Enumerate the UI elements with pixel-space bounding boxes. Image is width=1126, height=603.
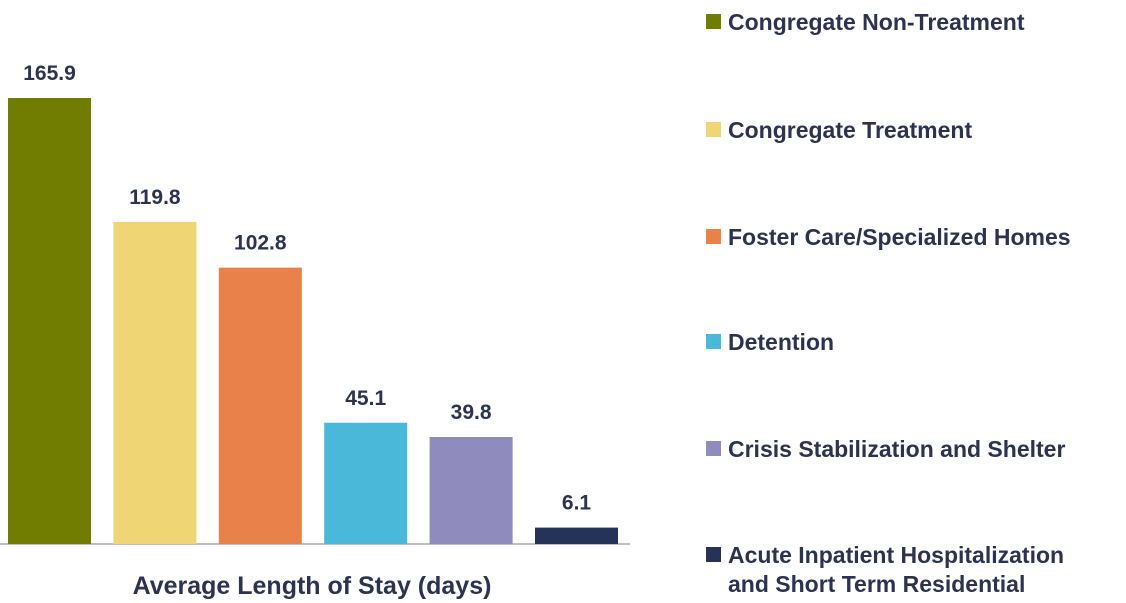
bar [113, 221, 197, 544]
legend-swatch [706, 229, 721, 244]
bar [324, 422, 408, 544]
legend-item: Detention [706, 328, 1098, 357]
legend-swatch [706, 547, 721, 562]
bar [429, 437, 513, 544]
legend-swatch [706, 334, 721, 349]
legend-swatch [706, 122, 721, 137]
legend-item: Congregate Treatment [706, 116, 1098, 145]
legend-label: Congregate Non-Treatment [728, 9, 1025, 35]
legend-item: Congregate Non-Treatment [706, 8, 1098, 37]
chart: Average Length of Stay (days) 165.9 119.8… [0, 62, 630, 600]
legend-label: Detention [728, 329, 835, 355]
legend-item: Acute Inpatient Hospitalization and Shor… [706, 541, 1098, 599]
legend-swatch [706, 14, 721, 29]
data-label: 102.8 [234, 232, 287, 255]
legend-label: Acute Inpatient Hospitalization and Shor… [728, 542, 1065, 597]
legend-swatch [706, 441, 721, 456]
data-label: 45.1 [345, 387, 386, 410]
data-label: 165.9 [23, 62, 76, 85]
data-label: 39.8 [451, 401, 492, 424]
legend-item: Foster Care/Specialized Homes [706, 223, 1098, 252]
legend-label: Congregate Treatment [728, 117, 973, 143]
data-label: 119.8 [129, 186, 181, 209]
x-axis-label: Average Length of Stay (days) [133, 572, 492, 600]
bar [218, 267, 302, 544]
legend-label: Foster Care/Specialized Homes [728, 224, 1071, 250]
bar [8, 98, 91, 544]
legend-label: Crisis Stabilization and Shelter [728, 436, 1066, 462]
data-label: 6.1 [562, 492, 592, 515]
bar [535, 527, 618, 544]
legend-item: Crisis Stabilization and Shelter [706, 435, 1098, 464]
